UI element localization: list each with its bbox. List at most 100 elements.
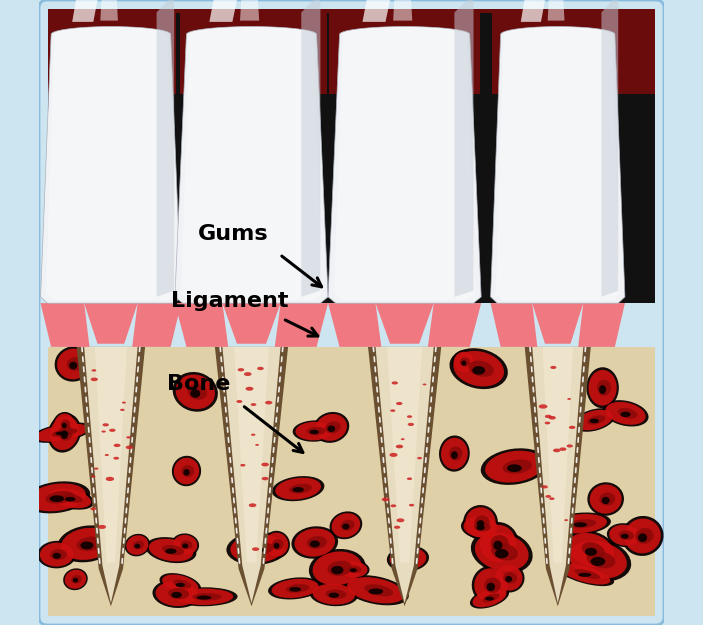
Polygon shape — [578, 303, 625, 347]
Ellipse shape — [599, 492, 615, 506]
Ellipse shape — [50, 549, 67, 560]
Ellipse shape — [471, 530, 533, 574]
Ellipse shape — [495, 549, 508, 558]
Polygon shape — [49, 9, 654, 94]
Ellipse shape — [105, 477, 114, 481]
Ellipse shape — [101, 431, 105, 432]
Ellipse shape — [226, 532, 288, 565]
Ellipse shape — [331, 566, 344, 574]
Ellipse shape — [91, 369, 96, 372]
Ellipse shape — [555, 562, 614, 586]
Ellipse shape — [396, 518, 404, 522]
Ellipse shape — [292, 421, 336, 442]
Ellipse shape — [586, 551, 615, 568]
Ellipse shape — [62, 422, 67, 428]
Ellipse shape — [188, 384, 207, 400]
Ellipse shape — [472, 588, 507, 608]
Ellipse shape — [453, 352, 474, 372]
Ellipse shape — [493, 563, 524, 592]
Ellipse shape — [484, 578, 501, 593]
Ellipse shape — [475, 568, 508, 602]
Ellipse shape — [387, 546, 429, 572]
Ellipse shape — [53, 552, 61, 559]
Ellipse shape — [244, 372, 252, 376]
Ellipse shape — [67, 357, 83, 371]
Ellipse shape — [475, 516, 489, 529]
Polygon shape — [496, 27, 619, 300]
Text: Ligament: Ligament — [171, 291, 288, 311]
Ellipse shape — [37, 541, 76, 568]
Ellipse shape — [314, 412, 349, 443]
Ellipse shape — [507, 464, 522, 472]
Ellipse shape — [53, 412, 76, 437]
Ellipse shape — [607, 523, 643, 548]
Ellipse shape — [465, 508, 496, 538]
Ellipse shape — [172, 456, 201, 486]
Ellipse shape — [472, 566, 510, 605]
Ellipse shape — [176, 374, 215, 409]
Polygon shape — [368, 347, 441, 606]
Ellipse shape — [439, 436, 470, 472]
Ellipse shape — [602, 497, 610, 504]
Ellipse shape — [55, 346, 92, 382]
Ellipse shape — [619, 531, 634, 540]
Ellipse shape — [475, 532, 529, 571]
Ellipse shape — [250, 403, 257, 406]
Ellipse shape — [162, 545, 184, 555]
Ellipse shape — [263, 531, 290, 558]
Ellipse shape — [470, 587, 509, 609]
Ellipse shape — [617, 408, 638, 419]
Polygon shape — [77, 347, 145, 606]
Ellipse shape — [396, 402, 402, 405]
Polygon shape — [181, 27, 322, 300]
Ellipse shape — [560, 448, 567, 451]
Ellipse shape — [587, 415, 605, 425]
Ellipse shape — [461, 361, 466, 366]
Ellipse shape — [567, 444, 573, 448]
Polygon shape — [101, 0, 118, 21]
Ellipse shape — [289, 587, 301, 592]
Ellipse shape — [265, 401, 272, 404]
Ellipse shape — [621, 412, 631, 417]
Ellipse shape — [546, 495, 551, 498]
Polygon shape — [480, 12, 492, 303]
Ellipse shape — [245, 387, 253, 391]
Ellipse shape — [460, 357, 470, 367]
Ellipse shape — [292, 487, 304, 492]
Ellipse shape — [599, 385, 606, 394]
Polygon shape — [209, 0, 243, 22]
Ellipse shape — [347, 577, 404, 603]
Ellipse shape — [182, 543, 188, 548]
Ellipse shape — [477, 522, 519, 565]
Ellipse shape — [621, 534, 628, 539]
Ellipse shape — [588, 370, 617, 406]
Polygon shape — [46, 27, 176, 300]
Ellipse shape — [423, 384, 427, 386]
Ellipse shape — [134, 544, 140, 549]
Ellipse shape — [396, 444, 404, 448]
Ellipse shape — [251, 434, 255, 436]
Ellipse shape — [46, 491, 75, 504]
Ellipse shape — [160, 573, 201, 595]
Ellipse shape — [60, 419, 70, 429]
Ellipse shape — [80, 541, 93, 549]
Polygon shape — [49, 347, 654, 616]
Ellipse shape — [71, 575, 82, 584]
Ellipse shape — [574, 522, 587, 527]
Polygon shape — [240, 0, 259, 21]
Polygon shape — [84, 303, 138, 344]
Ellipse shape — [50, 416, 79, 450]
Ellipse shape — [585, 548, 597, 556]
Ellipse shape — [54, 414, 75, 435]
Polygon shape — [328, 303, 381, 347]
Ellipse shape — [48, 413, 81, 452]
Ellipse shape — [576, 410, 612, 430]
Ellipse shape — [339, 561, 368, 578]
Ellipse shape — [565, 519, 568, 521]
Ellipse shape — [268, 578, 322, 599]
Ellipse shape — [401, 554, 419, 564]
Polygon shape — [222, 303, 280, 344]
Ellipse shape — [325, 589, 347, 599]
Ellipse shape — [127, 436, 131, 439]
Ellipse shape — [565, 530, 618, 570]
